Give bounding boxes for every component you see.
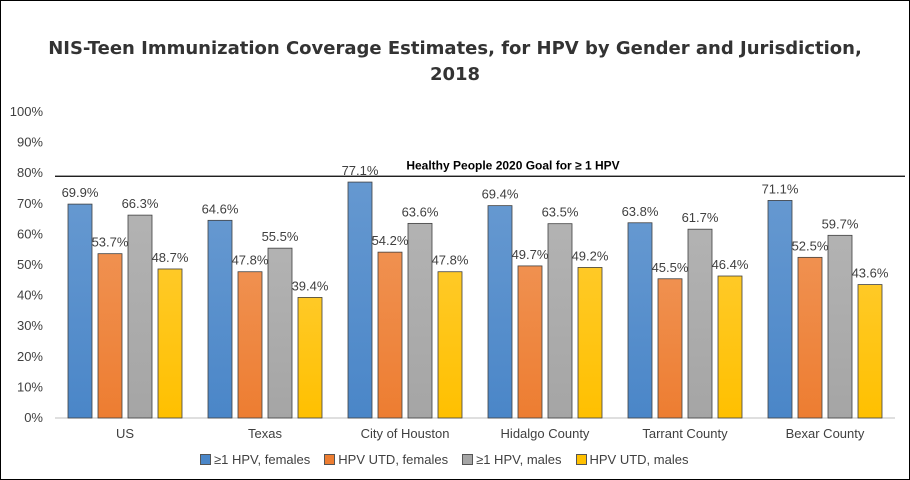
data-label: 52.5% [792,238,829,253]
data-label: 47.8% [432,253,469,268]
bar [207,219,233,419]
bar [347,181,373,419]
x-tick-label: Bexar County [786,426,865,441]
y-tick-label: 80% [17,165,43,180]
bar [827,234,853,419]
bar [517,265,543,419]
y-tick-label: 100% [10,104,44,119]
y-tick-label: 30% [17,318,43,333]
data-label: 55.5% [262,229,299,244]
data-label: 77.1% [342,163,379,178]
legend-swatch [462,454,474,465]
data-label: 53.7% [92,235,129,250]
bar [67,203,93,419]
bar [237,271,263,419]
bar [577,267,603,419]
data-label: 71.1% [762,181,799,196]
x-tick-label: Texas [248,426,282,441]
data-label: 66.3% [122,196,159,211]
bar [687,228,713,419]
chart-legend: ≥1 HPV, females HPV UTD, females ≥1 HPV, m… [200,452,688,467]
data-label: 39.4% [292,278,329,293]
y-tick-label: 40% [17,288,43,303]
data-label: 64.6% [202,201,239,216]
y-tick-label: 60% [17,226,43,241]
legend-swatch [324,454,336,465]
data-label: 49.2% [572,248,609,263]
chart-title-line2: 2018 [429,64,481,85]
bar [767,200,793,419]
legend-item: ≥1 HPV, males [462,452,562,467]
data-label: 63.6% [402,204,439,219]
bar [157,268,183,419]
y-tick-label: 20% [17,349,43,364]
data-label: 54.2% [372,233,409,248]
data-label: 63.5% [542,205,579,220]
y-tick-label: 70% [17,196,43,211]
legend-item: ≥1 HPV, females [200,452,310,467]
data-label: 59.7% [822,216,859,231]
bar [127,214,153,419]
data-label: 48.7% [152,250,189,265]
data-label: 49.7% [512,247,549,262]
bar [627,222,653,419]
bar [407,222,433,419]
legend-item: HPV UTD, males [575,452,689,467]
legend-item: HPV UTD, females [324,452,448,467]
chart-title-line1: NIS-Teen Immunization Coverage Estimates… [48,38,862,59]
bar [97,253,123,419]
legend-label: HPV UTD, females [338,452,449,467]
data-label: 63.8% [622,204,659,219]
bar [657,278,683,419]
data-label: 47.8% [232,253,269,268]
bar [267,247,293,419]
legend-swatch [200,454,211,465]
bar [547,223,573,419]
y-tick-label: 90% [17,135,43,150]
x-tick-label: US [116,426,134,441]
chart-title: NIS-Teen Immunization Coverage Estimates… [0,36,910,88]
goal-label: Healthy People 2020 Goal for ≥ 1 HPV [406,158,619,172]
bar [857,284,883,419]
x-tick-label: City of Houston [361,426,450,441]
legend-swatch [575,454,587,465]
x-tick-label: Hidalgo County [501,426,590,441]
y-tick-label: 50% [17,257,43,272]
bar [377,251,403,419]
data-label: 61.7% [682,210,719,225]
legend-label: ≥1 HPV, males [476,452,562,467]
data-label: 43.6% [852,266,889,281]
bar [297,297,323,419]
bar [797,256,823,419]
bar [487,205,513,419]
data-label: 46.4% [712,257,749,272]
data-label: 69.9% [62,185,99,200]
legend-label: ≥1 HPV, females [214,452,311,467]
y-tick-label: 0% [24,410,43,425]
data-label: 45.5% [652,260,689,275]
bar [437,271,463,419]
y-tick-label: 10% [17,379,43,394]
legend-label: HPV UTD, males [589,452,689,467]
bar [717,275,743,419]
x-tick-label: Tarrant County [642,426,728,441]
data-label: 69.4% [482,187,519,202]
